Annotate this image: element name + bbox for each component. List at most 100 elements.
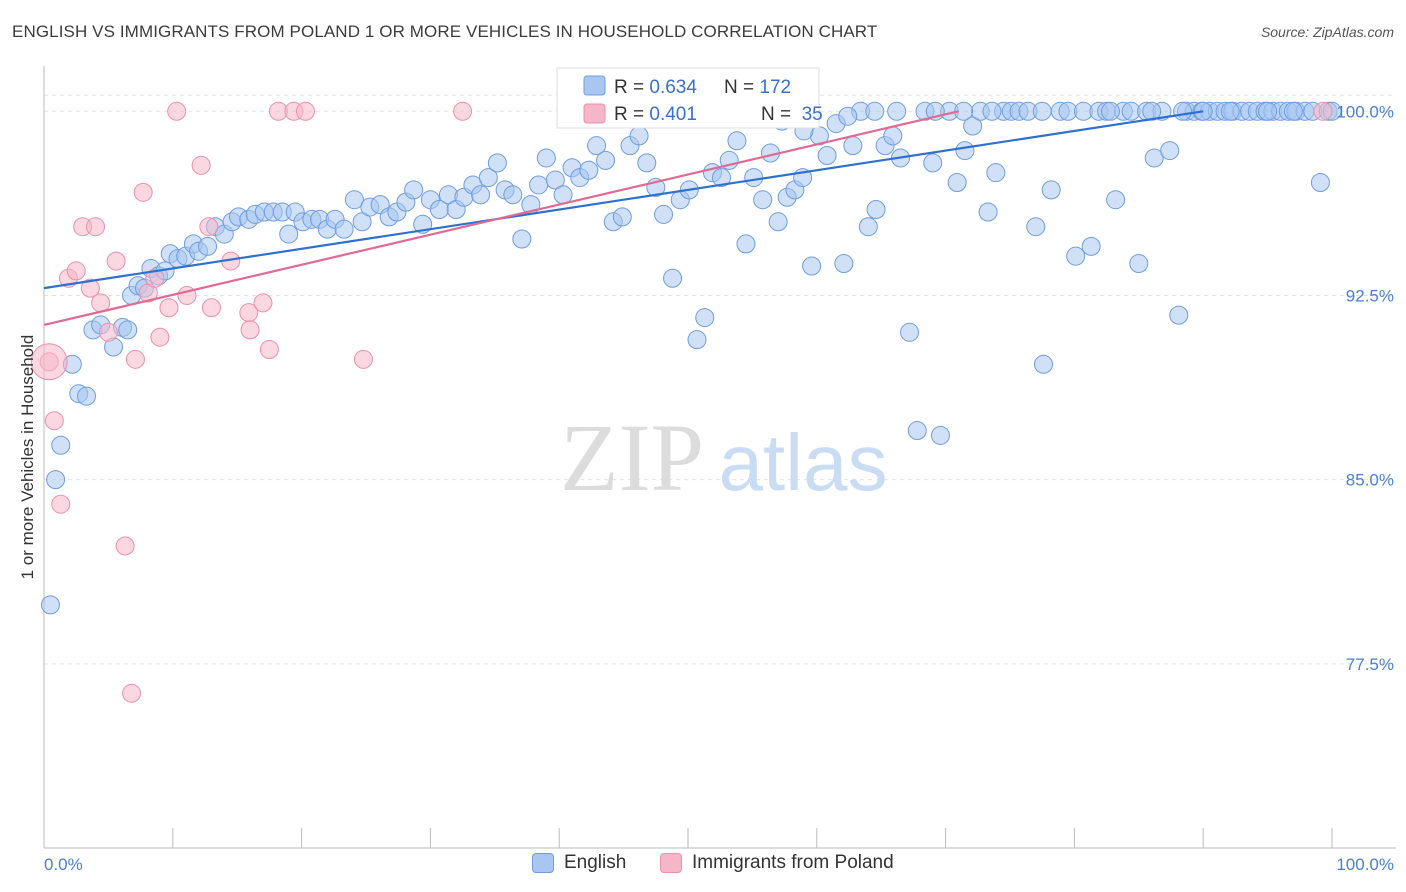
- english-point-97: [817, 145, 837, 165]
- english-point-103: [866, 200, 886, 220]
- english-point-59: [503, 185, 523, 205]
- poland-point-17: [150, 327, 170, 347]
- english-point-81: [687, 330, 707, 350]
- poland-point-26: [240, 320, 260, 340]
- english-point-166: [982, 101, 1002, 121]
- poland-point-7: [86, 217, 106, 237]
- english-point-69: [587, 136, 607, 156]
- english-point-159: [1310, 173, 1330, 193]
- english-point-167: [1032, 101, 1052, 121]
- english-point-117: [978, 202, 998, 222]
- english-point-172: [1220, 101, 1240, 121]
- legend-bottom: English Immigrants from Poland: [0, 852, 1406, 878]
- english-point-77: [654, 204, 674, 224]
- legend-poland-n-value: 35: [796, 104, 822, 125]
- svg-text:N = 35: N = 35: [724, 104, 849, 125]
- english-point-130: [1081, 236, 1101, 256]
- english-point-10: [118, 320, 138, 340]
- legend-bottom-poland[interactable]: Immigrants from Poland: [660, 852, 894, 874]
- english-point-86: [727, 131, 747, 151]
- english-point-124: [1033, 354, 1053, 374]
- english-point-141: [1169, 305, 1189, 325]
- english-point-39: [334, 219, 354, 239]
- english-point-163: [887, 101, 907, 121]
- poland-point-1: [44, 411, 64, 431]
- english-point-108: [907, 421, 927, 441]
- english-point-84: [711, 168, 731, 188]
- poland-point-22: [199, 217, 219, 237]
- poland-point-9: [98, 322, 118, 342]
- english-point-78: [663, 268, 683, 288]
- watermark: ZIP atlas: [560, 404, 887, 511]
- english-point-75: [637, 153, 657, 173]
- english-point-89: [753, 190, 773, 210]
- poland-point-18: [159, 298, 179, 318]
- english-point-74: [629, 126, 649, 146]
- poland-point-14: [133, 182, 153, 202]
- legend-bottom-english-label: English: [564, 852, 627, 873]
- english-point-162: [865, 101, 885, 121]
- english-point-0: [40, 595, 60, 615]
- legend-bottom-english-swatch: [532, 853, 554, 873]
- trend-lines: [43, 110, 1204, 327]
- y-tick-label-2: 92.5%: [1346, 286, 1394, 305]
- source-label[interactable]: Source: ZipAtlas.com: [1260, 24, 1394, 40]
- english-point-173: [1258, 101, 1278, 121]
- legend-poland-n-label: N =: [761, 104, 796, 125]
- english-point-95: [802, 256, 822, 276]
- english-point-105: [883, 126, 903, 146]
- english-point-55: [471, 185, 491, 205]
- english-point-140: [1160, 141, 1180, 161]
- english-point-5: [77, 386, 97, 406]
- english-point-57: [487, 153, 507, 173]
- english-point-63: [536, 148, 556, 168]
- watermark-atlas: atlas: [719, 418, 888, 507]
- poland-point-32: [353, 349, 373, 369]
- english-point-125: [1041, 180, 1061, 200]
- english-point-100: [843, 136, 863, 156]
- svg-text:R = 0.634: R = 0.634: [614, 77, 697, 98]
- english-point-114: [955, 141, 975, 161]
- y-tick-labels: 77.5% 85.0% 92.5% 100.0%: [1336, 102, 1394, 674]
- poland-point-2: [51, 494, 71, 514]
- english-point-82: [695, 308, 715, 328]
- legend-english-n-label: N =: [724, 77, 759, 98]
- english-point-22: [198, 236, 218, 256]
- english-point-138: [1144, 148, 1164, 168]
- svg-text:R = 0.401: R = 0.401: [614, 104, 697, 125]
- english-point-56: [478, 168, 498, 188]
- y-tick-label-1: 85.0%: [1346, 471, 1394, 490]
- english-point-64: [545, 170, 565, 190]
- poland-point-27: [253, 293, 273, 313]
- english-point-70: [596, 150, 616, 170]
- poland-point-33: [453, 101, 473, 121]
- english-point-91: [768, 212, 788, 232]
- english-point-177: [838, 106, 858, 126]
- legend-top: R = 0.634 N = 172 R = 0.401 N = 35: [556, 67, 849, 129]
- english-point-118: [986, 163, 1006, 183]
- chart-title: ENGLISH VS IMMIGRANTS FROM POLAND 1 OR M…: [12, 22, 878, 41]
- english-point-72: [612, 207, 632, 227]
- english-point-136: [1129, 254, 1149, 274]
- poland-point-21: [191, 155, 211, 175]
- watermark-zip: ZIP: [560, 404, 704, 511]
- english-trend-line: [43, 110, 1204, 290]
- poland-point-11: [115, 536, 135, 556]
- legend-poland-r-value: 0.401: [649, 104, 697, 125]
- y-tick-label-3: 100.0%: [1336, 102, 1394, 121]
- english-point-32: [279, 224, 299, 244]
- poland-point-4: [66, 261, 86, 281]
- poland-point-10: [106, 251, 126, 271]
- english-point-174: [1283, 101, 1303, 121]
- legend-bottom-poland-swatch: [660, 853, 682, 873]
- poland-trend-line: [43, 110, 959, 327]
- english-point-41: [352, 212, 372, 232]
- x-tick-label-0: 0.0%: [44, 855, 83, 874]
- poland-point-large: [30, 343, 68, 381]
- poland-point-19: [167, 101, 187, 121]
- svg-text:N = 172: N = 172: [724, 77, 791, 98]
- english-point-128: [1066, 246, 1086, 266]
- legend-bottom-english[interactable]: English: [532, 852, 626, 874]
- series-english-points: [40, 101, 1342, 615]
- legend-english-r-value: 0.634: [649, 77, 697, 98]
